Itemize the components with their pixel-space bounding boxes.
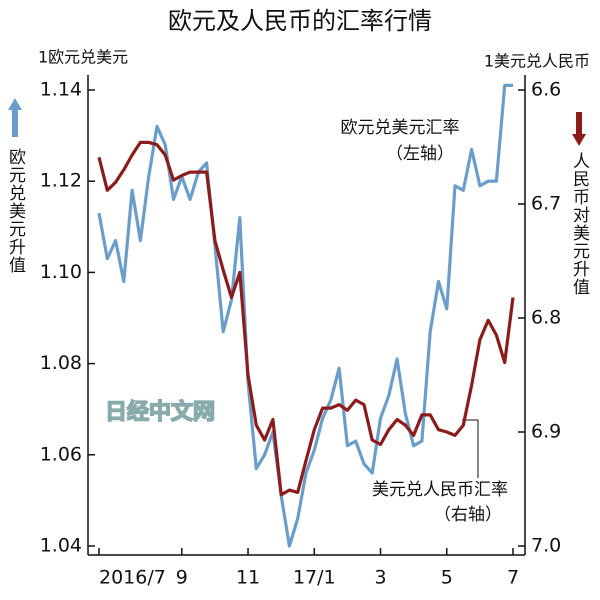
y2-axis-label: 人民币对美元升值 bbox=[569, 152, 590, 296]
series-line bbox=[97, 140, 515, 497]
y-tick-label: 1.10 bbox=[40, 261, 82, 283]
x-tick-label: 3 bbox=[374, 567, 386, 589]
y2-tick-label: 6.7 bbox=[531, 193, 561, 215]
y2-tick-label: 7.0 bbox=[531, 535, 561, 557]
y2-arrow bbox=[572, 112, 586, 146]
legend-note: （右轴） bbox=[434, 505, 502, 525]
y2-tick-label: 6.6 bbox=[531, 79, 561, 101]
y2-axis-unit: 1美元兑人民币 bbox=[484, 52, 590, 71]
y2-tick-label: 6.8 bbox=[531, 307, 561, 329]
legend-label: 美元兑人民币汇率 bbox=[372, 480, 508, 500]
y-axis-label: 欧元兑美元升值 bbox=[5, 148, 26, 274]
legend-note: （左轴） bbox=[386, 144, 454, 164]
x-tick-label: 2016/7 bbox=[99, 567, 166, 589]
legend-label: 欧元兑美元汇率 bbox=[341, 118, 460, 138]
y2-tick-label: 6.9 bbox=[531, 421, 561, 443]
chart-title: 欧元及人民币的汇率行情 bbox=[168, 7, 432, 35]
y-arrow bbox=[8, 98, 22, 137]
y-tick-label: 1.06 bbox=[40, 443, 82, 465]
y-axis-unit: 1欧元兑美元 bbox=[38, 48, 128, 67]
y-tick-label: 1.12 bbox=[40, 170, 82, 192]
x-tick-label: 7 bbox=[507, 567, 519, 589]
y-tick-label: 1.08 bbox=[40, 352, 82, 374]
y-tick-label: 1.14 bbox=[40, 79, 82, 101]
x-tick-label: 17/1 bbox=[293, 567, 336, 589]
y-tick-label: 1.04 bbox=[40, 535, 82, 557]
x-tick-label: 11 bbox=[236, 567, 260, 589]
watermark: 日经中文网 bbox=[105, 399, 215, 425]
x-tick-label: 5 bbox=[441, 567, 453, 589]
x-tick-label: 9 bbox=[176, 567, 188, 589]
